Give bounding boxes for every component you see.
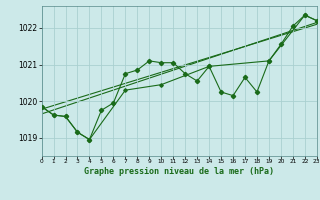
X-axis label: Graphe pression niveau de la mer (hPa): Graphe pression niveau de la mer (hPa) xyxy=(84,167,274,176)
